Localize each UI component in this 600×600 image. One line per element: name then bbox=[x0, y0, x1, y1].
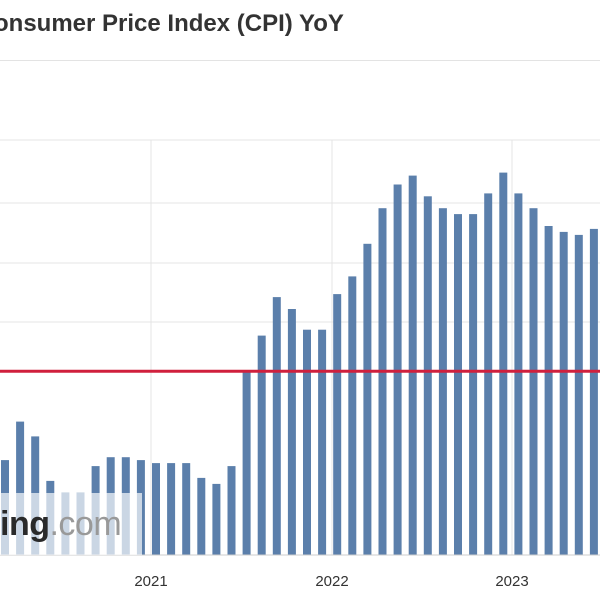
bar-1 bbox=[16, 421, 25, 555]
bar-25 bbox=[378, 208, 387, 555]
bar-36 bbox=[544, 226, 553, 555]
x-axis-ticks: 2021 2022 2023 bbox=[134, 573, 528, 590]
bar-15 bbox=[227, 466, 236, 555]
x-tick-label-2022: 2022 bbox=[315, 573, 348, 590]
bar-24 bbox=[363, 243, 372, 556]
bar-33 bbox=[499, 172, 508, 555]
bar-27 bbox=[408, 175, 417, 555]
bar-35 bbox=[529, 208, 538, 555]
bar-11 bbox=[167, 463, 176, 555]
bar-18 bbox=[272, 297, 281, 555]
bar-34 bbox=[514, 193, 523, 555]
bar-13 bbox=[197, 477, 206, 555]
bar-32 bbox=[484, 193, 493, 555]
bar-39 bbox=[589, 228, 598, 555]
watermark-text: ing bbox=[0, 504, 50, 543]
chart-title: onsumer Price Index (CPI) YoY bbox=[0, 10, 344, 37]
x-tick-label-2021: 2021 bbox=[134, 573, 167, 590]
bar-20 bbox=[303, 329, 311, 555]
bar-16 bbox=[242, 371, 251, 555]
bar-37 bbox=[559, 231, 568, 555]
bar-17 bbox=[257, 335, 266, 555]
bar-29 bbox=[438, 208, 447, 555]
watermark-domain: .com bbox=[49, 504, 122, 543]
bar-21 bbox=[318, 329, 327, 555]
bar-31 bbox=[469, 214, 478, 555]
bar-14 bbox=[212, 483, 221, 555]
bar-38 bbox=[574, 234, 583, 555]
bar-23 bbox=[348, 276, 357, 555]
bar-22 bbox=[333, 294, 342, 555]
bar-30 bbox=[454, 214, 462, 555]
title-divider bbox=[0, 60, 600, 61]
watermark-logo: ing .com bbox=[0, 493, 142, 555]
bar-12 bbox=[182, 463, 191, 555]
bar-10 bbox=[152, 463, 160, 555]
bar-28 bbox=[423, 196, 432, 556]
x-tick-label-2023: 2023 bbox=[495, 573, 528, 590]
bar-19 bbox=[287, 309, 296, 555]
